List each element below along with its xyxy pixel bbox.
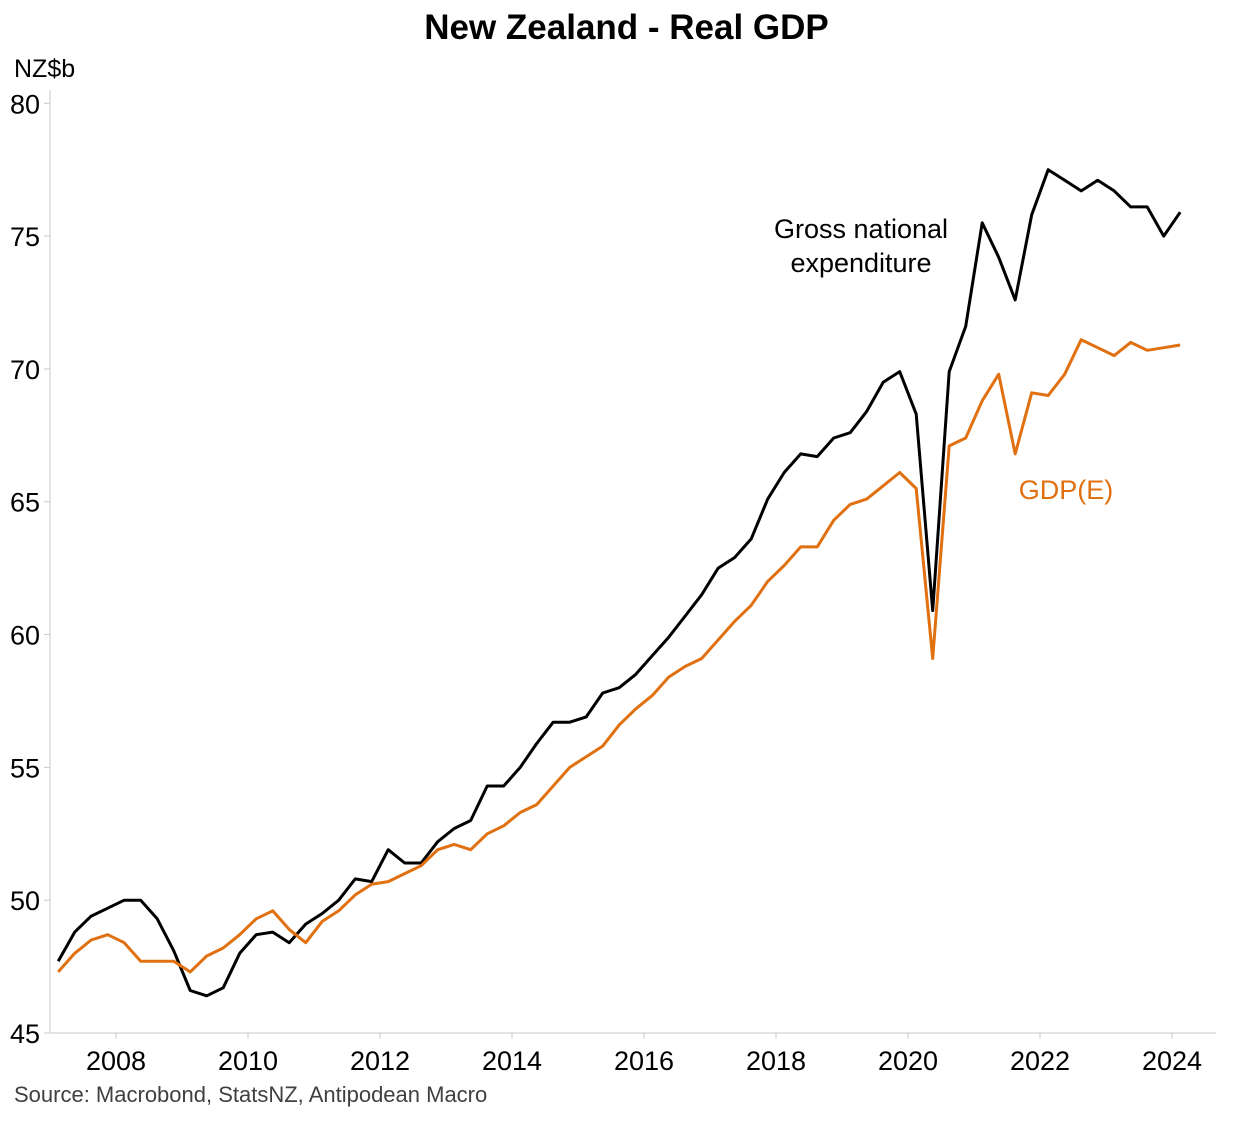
x-tick-label: 2010 <box>218 1046 278 1076</box>
gdp-series-line <box>57 338 1181 974</box>
gne-series-line <box>56 168 1182 998</box>
y-tick-label: 45 <box>10 1019 40 1049</box>
gne-series-label-line2: expenditure <box>790 248 931 278</box>
x-tick-label: 2016 <box>614 1046 674 1076</box>
x-tick-label: 2022 <box>1010 1046 1070 1076</box>
x-tick-label: 2014 <box>482 1046 542 1076</box>
y-tick-label: 75 <box>10 222 40 252</box>
x-tick-label: 2018 <box>746 1046 806 1076</box>
y-tick-label: 60 <box>10 621 40 651</box>
x-tick-label: 2020 <box>878 1046 938 1076</box>
y-tick-label: 55 <box>10 753 40 783</box>
y-tick-label: 70 <box>10 355 40 385</box>
y-axis-unit-label: NZ$b <box>14 55 76 83</box>
x-tick-label: 2024 <box>1142 1046 1202 1076</box>
series-layer <box>56 168 1182 998</box>
gdp-series-label: GDP(E) <box>1019 475 1114 505</box>
x-tick-label: 2008 <box>86 1046 146 1076</box>
y-tick-label: 80 <box>10 89 40 119</box>
x-tick-label: 2012 <box>350 1046 410 1076</box>
y-tick-label: 50 <box>10 886 40 916</box>
y-tick-label: 65 <box>10 488 40 518</box>
source-note: Source: Macrobond, StatsNZ, Antipodean M… <box>14 1082 488 1107</box>
axes: 45 50 55 60 65 70 75 80 2008 2010 2012 2014 2016 2018… <box>10 89 1216 1076</box>
gne-series-label-line1: Gross national <box>774 214 948 244</box>
chart-title: New Zealand - Real GDP <box>424 8 829 47</box>
